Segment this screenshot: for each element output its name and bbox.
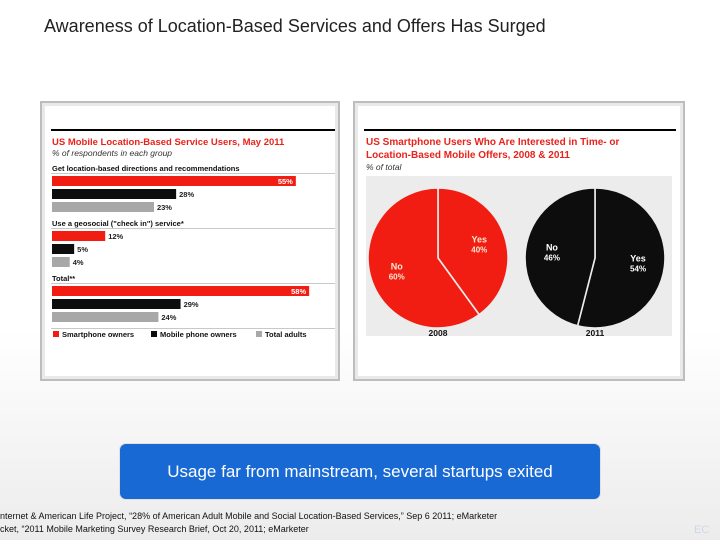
legend-swatch: [151, 331, 157, 337]
pie-slice-label: No: [546, 243, 558, 253]
pie-slice-value: 40%: [471, 246, 487, 255]
bar-category-label: Total**: [52, 274, 75, 283]
bar: [52, 231, 106, 241]
title-rule: [364, 129, 676, 131]
legend-label: Mobile phone owners: [160, 330, 237, 339]
bar: [52, 202, 154, 212]
source-note-line1: nternet & American Life Project, “28% of…: [0, 511, 498, 521]
legend-swatch: [53, 331, 59, 337]
pie-chart-panel: US Smartphone Users Who Are Interested i…: [353, 101, 685, 381]
bar: [52, 286, 310, 296]
bar-value-label: 4%: [73, 258, 84, 267]
pie-slice-label: Yes: [472, 235, 488, 245]
pie-slice: [367, 187, 481, 329]
bar-chart: US Mobile Location-Based Service Users, …: [51, 129, 335, 339]
pie-chart-area: US Smartphone Users Who Are Interested i…: [358, 106, 680, 376]
pie-slice-value: 54%: [630, 264, 646, 273]
category-separator: [51, 228, 335, 229]
pie-slice-label: Yes: [630, 253, 646, 263]
pie-chart-subtitle: % of total: [366, 162, 403, 172]
pie-slice-value: 46%: [544, 254, 560, 263]
category-separator: [51, 283, 335, 284]
pie-slice: [437, 187, 509, 316]
bar-value-label: 24%: [161, 313, 176, 322]
bar-value-label: 28%: [179, 190, 194, 199]
bar-category-label: Use a geosocial ("check in") service*: [52, 219, 184, 228]
pie-slice-value: 60%: [389, 272, 405, 281]
legend-separator: [51, 328, 335, 329]
bar-value-label: 55%: [278, 177, 293, 186]
bar: [52, 176, 296, 186]
bar-chart-subtitle: % of respondents in each group: [52, 148, 172, 158]
bar-value-label: 23%: [157, 203, 172, 212]
category-separator: [51, 173, 335, 174]
pie-slice: [524, 187, 596, 327]
slide-title: Awareness of Location-Based Services and…: [44, 16, 546, 36]
legend-label: Total adults: [265, 330, 307, 339]
bar-value-label: 58%: [291, 287, 306, 296]
bar-value-label: 29%: [184, 300, 199, 309]
bar-chart-area: US Mobile Location-Based Service Users, …: [45, 106, 335, 376]
bar-chart-panel: US Mobile Location-Based Service Users, …: [40, 101, 340, 381]
title-rule: [51, 129, 335, 131]
legend-swatch: [256, 331, 262, 337]
bar-value-label: 5%: [77, 245, 88, 254]
bar-category-label: Get location-based directions and recomm…: [52, 164, 240, 173]
bar-chart-title: US Mobile Location-Based Service Users, …: [52, 137, 285, 148]
pie-year-label: 2011: [586, 328, 605, 338]
bar: [52, 257, 70, 267]
bar: [52, 189, 177, 199]
legend-label: Smartphone owners: [62, 330, 134, 339]
bar: [52, 312, 159, 322]
pie-chart-title-line1: US Smartphone Users Who Are Interested i…: [366, 137, 619, 148]
bar: [52, 244, 75, 254]
pie-slice-label: No: [391, 261, 403, 271]
pie-chart-title-line2: Location-Based Mobile Offers, 2008 & 201…: [366, 150, 570, 161]
pie-year-label: 2008: [429, 328, 448, 338]
corner-label: EC: [694, 524, 710, 536]
pie-chart: US Smartphone Users Who Are Interested i…: [364, 129, 676, 338]
bar-value-label: 12%: [108, 232, 123, 241]
bar: [52, 299, 181, 309]
source-note-line2: cket, “2011 Mobile Marketing Survey Rese…: [0, 524, 309, 534]
pie-slice: [576, 187, 666, 329]
callout-box: Usage far from mainstream, several start…: [120, 444, 600, 499]
